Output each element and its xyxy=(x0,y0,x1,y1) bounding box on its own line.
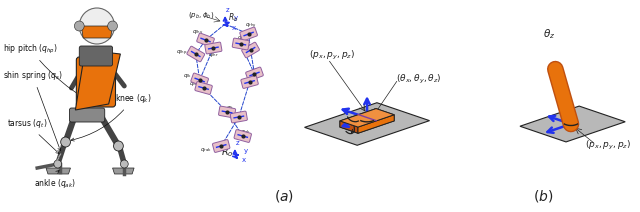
FancyBboxPatch shape xyxy=(241,76,259,88)
Circle shape xyxy=(108,21,118,31)
Text: y: y xyxy=(234,15,238,21)
FancyBboxPatch shape xyxy=(76,57,115,107)
Text: $\theta_z$: $\theta_z$ xyxy=(543,27,556,41)
Text: $q_{\sf lhp}$: $q_{\sf lhp}$ xyxy=(177,49,188,58)
Text: $\mathit{(a)}$: $\mathit{(a)}$ xyxy=(274,187,294,204)
Polygon shape xyxy=(76,50,120,110)
Polygon shape xyxy=(340,109,394,127)
Polygon shape xyxy=(520,106,625,142)
FancyBboxPatch shape xyxy=(240,27,257,41)
Text: $q_{\sf ls}$: $q_{\sf ls}$ xyxy=(189,80,197,88)
Circle shape xyxy=(79,8,115,44)
Circle shape xyxy=(61,137,70,147)
Polygon shape xyxy=(340,121,358,133)
Polygon shape xyxy=(340,115,394,133)
FancyBboxPatch shape xyxy=(212,139,230,152)
Circle shape xyxy=(54,160,61,168)
FancyBboxPatch shape xyxy=(195,82,212,94)
Polygon shape xyxy=(113,168,134,174)
Text: knee $(q_k)$: knee $(q_k)$ xyxy=(71,92,151,141)
Text: $q_{\sf lhy}$: $q_{\sf lhy}$ xyxy=(192,29,204,38)
Circle shape xyxy=(120,160,128,168)
Text: $q_{\sf rhp}$: $q_{\sf rhp}$ xyxy=(246,45,259,54)
Text: $q_{\sf lhr}$: $q_{\sf lhr}$ xyxy=(208,51,219,59)
Polygon shape xyxy=(305,103,429,145)
FancyBboxPatch shape xyxy=(242,42,259,58)
Text: $q_{\sf rhy}$: $q_{\sf rhy}$ xyxy=(244,22,257,31)
Text: $\mathit{(b)}$: $\mathit{(b)}$ xyxy=(533,187,554,204)
Text: $q_{\sf rak}$: $q_{\sf rak}$ xyxy=(200,146,211,154)
FancyBboxPatch shape xyxy=(234,130,252,142)
FancyBboxPatch shape xyxy=(232,38,250,50)
Text: $R_o$: $R_o$ xyxy=(221,145,234,159)
Text: $(\theta_x, \theta_y, \theta_z)$: $(\theta_x, \theta_y, \theta_z)$ xyxy=(396,73,442,86)
Text: tarsus $(q_t)$: tarsus $(q_t)$ xyxy=(7,117,59,153)
Text: $R_b$: $R_b$ xyxy=(228,11,239,24)
FancyBboxPatch shape xyxy=(218,106,236,118)
Circle shape xyxy=(74,21,84,31)
Text: $q_{\sf lk}$: $q_{\sf lk}$ xyxy=(182,72,191,80)
Polygon shape xyxy=(46,168,70,174)
Text: y: y xyxy=(244,148,248,154)
FancyBboxPatch shape xyxy=(205,42,222,54)
Text: $q_{\sf lt}$: $q_{\sf lt}$ xyxy=(226,104,234,112)
Text: $q_{\sf rs}$: $q_{\sf rs}$ xyxy=(248,74,257,82)
Text: shin spring $(q_s)$: shin spring $(q_s)$ xyxy=(3,69,63,151)
Text: ankle $(q_{ak})$: ankle $(q_{ak})$ xyxy=(35,170,76,190)
Text: $q_{\sf lak}$: $q_{\sf lak}$ xyxy=(240,128,252,136)
Text: z: z xyxy=(226,7,230,13)
FancyBboxPatch shape xyxy=(230,111,247,123)
FancyBboxPatch shape xyxy=(246,67,263,81)
Text: x: x xyxy=(232,25,236,31)
Text: $(p_b,\phi_b)$: $(p_b,\phi_b)$ xyxy=(188,10,214,20)
Text: $q_{\sf rk}$: $q_{\sf rk}$ xyxy=(253,66,262,74)
Polygon shape xyxy=(81,26,113,38)
FancyBboxPatch shape xyxy=(196,33,214,47)
Text: x: x xyxy=(242,157,246,163)
Polygon shape xyxy=(376,109,394,121)
Text: $q_{\sf rt}$: $q_{\sf rt}$ xyxy=(222,109,230,117)
Text: hip pitch $(q_{hp})$: hip pitch $(q_{hp})$ xyxy=(3,42,86,99)
Text: $(p_x, p_y, p_z)$: $(p_x, p_y, p_z)$ xyxy=(586,138,632,152)
FancyBboxPatch shape xyxy=(191,73,209,87)
FancyBboxPatch shape xyxy=(70,108,105,122)
FancyBboxPatch shape xyxy=(79,46,113,66)
Text: $q_{\sf rhr}$: $q_{\sf rhr}$ xyxy=(237,34,248,42)
Text: $(p_x, p_y, p_z)$: $(p_x, p_y, p_z)$ xyxy=(309,48,355,61)
Polygon shape xyxy=(358,115,394,133)
Circle shape xyxy=(113,141,124,151)
Text: z: z xyxy=(236,140,239,146)
FancyBboxPatch shape xyxy=(187,46,205,62)
Polygon shape xyxy=(340,109,376,127)
